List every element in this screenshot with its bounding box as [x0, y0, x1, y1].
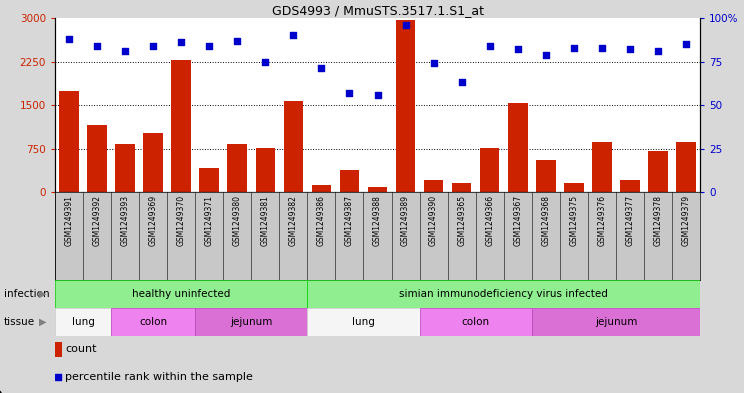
Bar [424, 180, 443, 192]
Point [147, 43, 159, 49]
Point [680, 41, 692, 47]
Point [315, 65, 327, 72]
Bar [199, 168, 219, 192]
Point [203, 43, 215, 49]
Text: count: count [65, 344, 97, 354]
Bar [620, 180, 640, 192]
Text: ▶: ▶ [39, 289, 46, 299]
Bar [564, 183, 583, 192]
Text: GSM1249371: GSM1249371 [205, 195, 214, 246]
Bar [312, 185, 331, 192]
Bar [283, 101, 304, 192]
Point [371, 92, 383, 98]
Text: jejunum: jejunum [230, 317, 272, 327]
Bar [255, 148, 275, 192]
Bar [340, 170, 359, 192]
Bar [55, 280, 307, 308]
Point [119, 48, 131, 54]
Text: GSM1249379: GSM1249379 [682, 195, 690, 246]
Bar [480, 148, 499, 192]
Bar [55, 308, 111, 336]
Bar [452, 183, 472, 192]
Point [176, 39, 187, 46]
Text: GSM1249389: GSM1249389 [401, 195, 410, 246]
Bar [60, 90, 79, 192]
Bar [396, 20, 415, 192]
Text: GSM1249380: GSM1249380 [233, 195, 242, 246]
Point [484, 43, 496, 49]
Text: GSM1249370: GSM1249370 [176, 195, 186, 246]
Text: GSM1249376: GSM1249376 [597, 195, 606, 246]
Text: GSM1249392: GSM1249392 [92, 195, 102, 246]
Text: GSM1249390: GSM1249390 [429, 195, 438, 246]
Bar [115, 145, 135, 192]
Text: healthy uninfected: healthy uninfected [132, 289, 231, 299]
Point [596, 44, 608, 51]
Point [568, 44, 580, 51]
Text: GSM1249381: GSM1249381 [261, 195, 270, 246]
Point [231, 37, 243, 44]
Point [287, 32, 299, 39]
Bar [676, 141, 696, 192]
Bar [420, 308, 532, 336]
Bar [111, 308, 195, 336]
Text: GSM1249367: GSM1249367 [513, 195, 522, 246]
Bar [55, 342, 62, 357]
Text: colon: colon [461, 317, 490, 327]
Bar [648, 151, 668, 192]
Point [652, 48, 664, 54]
Text: GSM1249378: GSM1249378 [653, 195, 662, 246]
Bar [307, 280, 700, 308]
Text: lung: lung [71, 317, 94, 327]
Text: GSM1249382: GSM1249382 [289, 195, 298, 246]
Text: GSM1249377: GSM1249377 [626, 195, 635, 246]
Point [260, 58, 272, 64]
Text: GSM1249391: GSM1249391 [65, 195, 74, 246]
Bar [171, 60, 191, 192]
Text: tissue: tissue [4, 317, 35, 327]
Point [428, 60, 440, 66]
Text: GSM1249386: GSM1249386 [317, 195, 326, 246]
Text: simian immunodeficiency virus infected: simian immunodeficiency virus infected [400, 289, 608, 299]
Text: infection: infection [4, 289, 49, 299]
Text: GSM1249388: GSM1249388 [373, 195, 382, 246]
Point [512, 46, 524, 52]
Bar [508, 103, 527, 192]
Point [455, 79, 467, 86]
Text: GSM1249366: GSM1249366 [485, 195, 494, 246]
Point [624, 46, 636, 52]
Bar [536, 160, 556, 192]
Text: percentile rank within the sample: percentile rank within the sample [65, 372, 253, 382]
Bar [87, 125, 107, 192]
Text: colon: colon [139, 317, 167, 327]
Text: GSM1249365: GSM1249365 [457, 195, 466, 246]
Point [344, 90, 356, 96]
Text: GSM1249393: GSM1249393 [121, 195, 129, 246]
Text: ▶: ▶ [39, 317, 46, 327]
Text: lung: lung [352, 317, 375, 327]
Text: GSM1249387: GSM1249387 [345, 195, 354, 246]
Text: GSM1249375: GSM1249375 [569, 195, 578, 246]
Bar [144, 133, 163, 192]
Point [400, 22, 411, 28]
Bar [368, 187, 388, 192]
Point [540, 51, 552, 58]
Title: GDS4993 / MmuSTS.3517.1.S1_at: GDS4993 / MmuSTS.3517.1.S1_at [272, 4, 484, 17]
Bar [228, 145, 247, 192]
Point [91, 43, 103, 49]
Bar [532, 308, 700, 336]
Text: jejunum: jejunum [594, 317, 637, 327]
Bar [592, 141, 612, 192]
Text: GSM1249368: GSM1249368 [542, 195, 551, 246]
Point [52, 374, 64, 380]
Text: GSM1249369: GSM1249369 [149, 195, 158, 246]
Bar [307, 308, 420, 336]
Bar [195, 308, 307, 336]
Point [63, 36, 75, 42]
